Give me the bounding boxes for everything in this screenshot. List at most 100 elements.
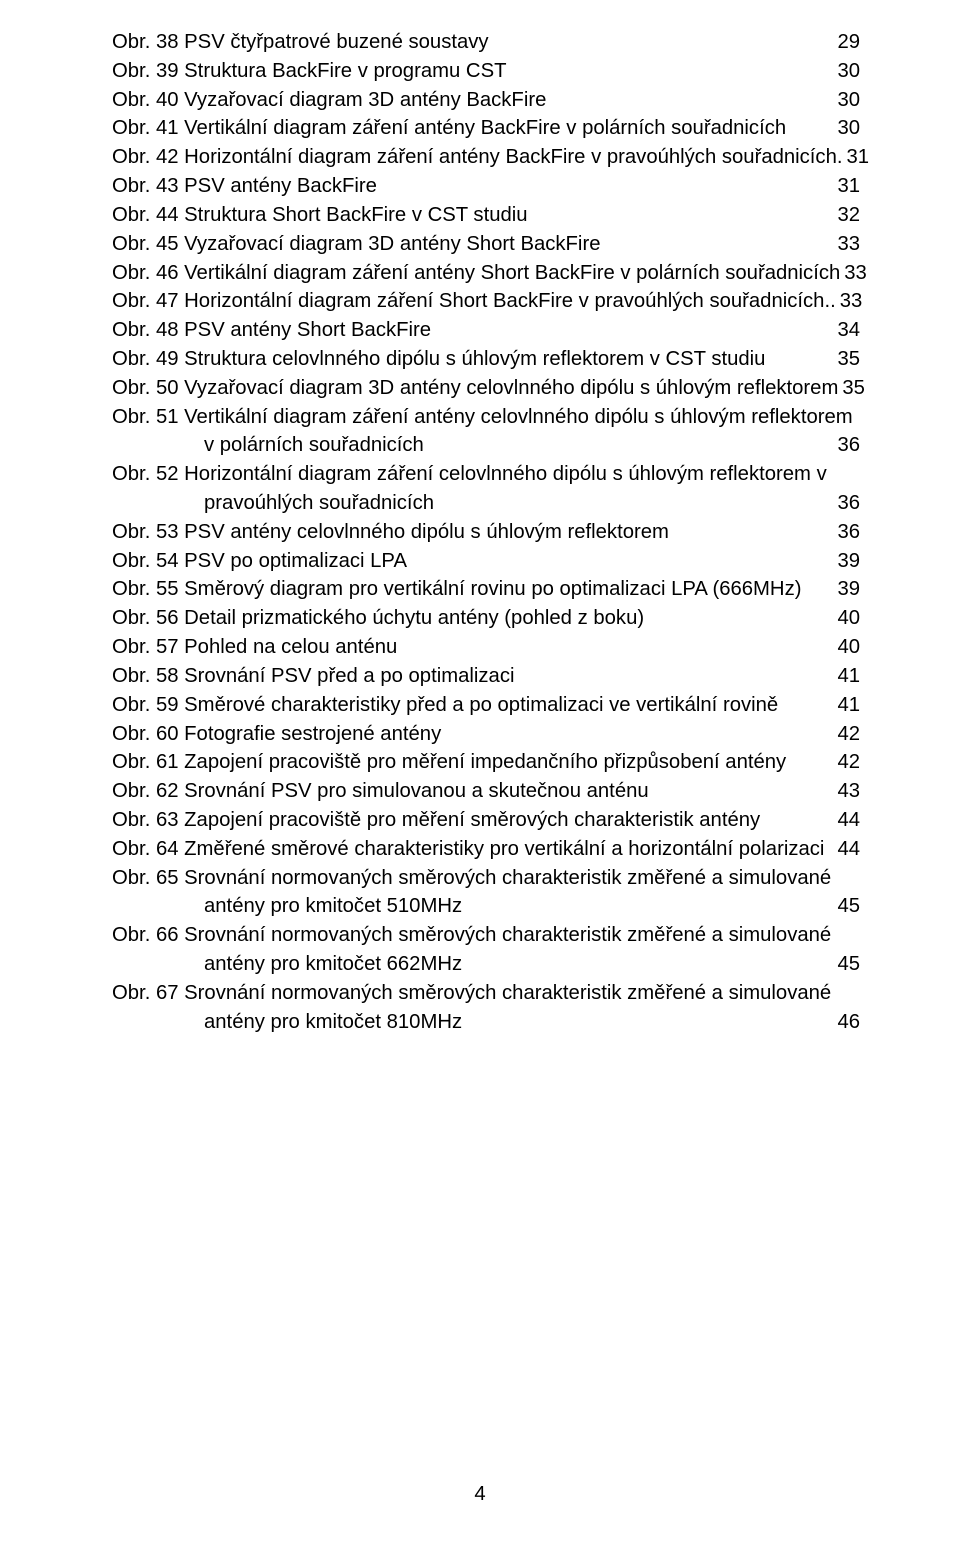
lof-entry-label: Obr. 66 Srovnání normovaných směrových c…: [112, 921, 831, 950]
lof-entry-label: Obr. 50 Vyzařovací diagram 3D antény cel…: [112, 374, 838, 403]
lof-entry: Obr. 45 Vyzařovací diagram 3D antény Sho…: [112, 230, 860, 259]
lof-entry-label: Obr. 46 Vertikální diagram záření antény…: [112, 259, 840, 288]
lof-entry-page: 44: [833, 806, 860, 835]
lof-entry: Obr. 58 Srovnání PSV před a po optimaliz…: [112, 662, 860, 691]
lof-entry: Obr. 51 Vertikální diagram záření antény…: [112, 403, 860, 432]
lof-entry-label: Obr. 60 Fotografie sestrojené antény: [112, 720, 441, 749]
lof-entry-page: 31: [833, 172, 860, 201]
lof-entry: Obr. 54 PSV po optimalizaci LPA 39: [112, 547, 860, 576]
lof-entry: Obr. 60 Fotografie sestrojené antény 42: [112, 720, 860, 749]
lof-entry-cont-label: antény pro kmitočet 662MHz: [204, 950, 462, 979]
lof-entry: Obr. 38 PSV čtyřpatrové buzené soustavy …: [112, 28, 860, 57]
lof-entry-label: Obr. 42 Horizontální diagram záření anté…: [112, 143, 843, 172]
lof-entry-label: Obr. 38 PSV čtyřpatrové buzené soustavy: [112, 28, 489, 57]
lof-entry-page: 33: [836, 287, 863, 316]
lof-entry-label: Obr. 52 Horizontální diagram záření celo…: [112, 460, 827, 489]
lof-entry: Obr. 44 Struktura Short BackFire v CST s…: [112, 201, 860, 230]
lof-entry-page: 30: [833, 86, 860, 115]
lof-entry-page: 39: [833, 575, 860, 604]
lof-entry: Obr. 50 Vyzařovací diagram 3D antény cel…: [112, 374, 860, 403]
lof-entry-label: Obr. 39 Struktura BackFire v programu CS…: [112, 57, 507, 86]
lof-entry-label: Obr. 64 Změřené směrové charakteristiky …: [112, 835, 824, 864]
lof-entry-page: 39: [833, 547, 860, 576]
list-of-figures: Obr. 38 PSV čtyřpatrové buzené soustavy …: [112, 28, 860, 1036]
lof-entry-label: Obr. 62 Srovnání PSV pro simulovanou a s…: [112, 777, 649, 806]
lof-entry: Obr. 64 Změřené směrové charakteristiky …: [112, 835, 860, 864]
lof-entry: Obr. 49 Struktura celovlnného dipólu s ú…: [112, 345, 860, 374]
lof-entry-continuation: antény pro kmitočet 810MHz 46: [112, 1008, 860, 1037]
lof-entry-page: 29: [833, 28, 860, 57]
lof-entry-page: 46: [833, 1008, 860, 1037]
lof-entry-label: Obr. 59 Směrové charakteristiky před a p…: [112, 691, 778, 720]
lof-entry-label: Obr. 56 Detail prizmatického úchytu anté…: [112, 604, 644, 633]
lof-entry-page: 35: [838, 374, 865, 403]
lof-entry-label: Obr. 40 Vyzařovací diagram 3D antény Bac…: [112, 86, 546, 115]
lof-entry-page: 30: [833, 114, 860, 143]
lof-entry-label: Obr. 55 Směrový diagram pro vertikální r…: [112, 575, 801, 604]
lof-entry: Obr. 43 PSV antény BackFire 31: [112, 172, 860, 201]
lof-entry-continuation: antény pro kmitočet 662MHz 45: [112, 950, 860, 979]
lof-entry-page: 33: [833, 230, 860, 259]
lof-entry-label: Obr. 44 Struktura Short BackFire v CST s…: [112, 201, 528, 230]
lof-entry: Obr. 66 Srovnání normovaných směrových c…: [112, 921, 860, 950]
lof-entry-page: 34: [833, 316, 860, 345]
lof-entry-continuation: pravoúhlých souřadnicích 36: [112, 489, 860, 518]
lof-entry-page: 42: [833, 748, 860, 777]
lof-entry: Obr. 39 Struktura BackFire v programu CS…: [112, 57, 860, 86]
lof-entry-page: 42: [833, 720, 860, 749]
lof-entry-page: 41: [833, 662, 860, 691]
lof-entry: Obr. 57 Pohled na celou anténu 40: [112, 633, 860, 662]
lof-entry-cont-label: pravoúhlých souřadnicích: [204, 489, 434, 518]
lof-entry: Obr. 42 Horizontální diagram záření anté…: [112, 143, 860, 172]
lof-entry-cont-label: antény pro kmitočet 510MHz: [204, 892, 462, 921]
lof-entry: Obr. 61 Zapojení pracoviště pro měření i…: [112, 748, 860, 777]
document-page: Obr. 38 PSV čtyřpatrové buzené soustavy …: [0, 0, 960, 1554]
lof-entry: Obr. 40 Vyzařovací diagram 3D antény Bac…: [112, 86, 860, 115]
lof-entry-label: Obr. 47 Horizontální diagram záření Shor…: [112, 287, 824, 316]
lof-entry-continuation: v polárních souřadnicích 36: [112, 431, 860, 460]
lof-entry: Obr. 55 Směrový diagram pro vertikální r…: [112, 575, 860, 604]
lof-entry-page: 33: [840, 259, 867, 288]
lof-entry-label: Obr. 58 Srovnání PSV před a po optimaliz…: [112, 662, 514, 691]
lof-entry-page: 44: [833, 835, 860, 864]
lof-entry-label: Obr. 53 PSV antény celovlnného dipólu s …: [112, 518, 669, 547]
lof-entry: Obr. 63 Zapojení pracoviště pro měření s…: [112, 806, 860, 835]
lof-separator: ..: [824, 287, 835, 316]
lof-entry-cont-label: v polárních souřadnicích: [204, 431, 424, 460]
lof-entry: Obr. 52 Horizontální diagram záření celo…: [112, 460, 860, 489]
lof-entry-label: Obr. 43 PSV antény BackFire: [112, 172, 377, 201]
lof-entry-page: 43: [833, 777, 860, 806]
lof-entry: Obr. 41 Vertikální diagram záření antény…: [112, 114, 860, 143]
lof-entry-page: 35: [833, 345, 860, 374]
lof-entry: Obr. 62 Srovnání PSV pro simulovanou a s…: [112, 777, 860, 806]
lof-entry-page: 40: [833, 633, 860, 662]
lof-entry-page: 31: [843, 143, 870, 172]
lof-entry-page: 36: [833, 518, 860, 547]
lof-entry: Obr. 53 PSV antény celovlnného dipólu s …: [112, 518, 860, 547]
lof-entry: Obr. 47 Horizontální diagram záření Shor…: [112, 287, 860, 316]
lof-entry-label: Obr. 54 PSV po optimalizaci LPA: [112, 547, 407, 576]
lof-entry: Obr. 65 Srovnání normovaných směrových c…: [112, 864, 860, 893]
lof-entry-page: 40: [833, 604, 860, 633]
lof-entry-label: Obr. 63 Zapojení pracoviště pro měření s…: [112, 806, 760, 835]
lof-entry: Obr. 48 PSV antény Short BackFire 34: [112, 316, 860, 345]
lof-entry: Obr. 59 Směrové charakteristiky před a p…: [112, 691, 860, 720]
lof-entry-label: Obr. 57 Pohled na celou anténu: [112, 633, 397, 662]
lof-entry-page: 36: [833, 431, 860, 460]
lof-entry-page: 36: [833, 489, 860, 518]
lof-entry-label: Obr. 48 PSV antény Short BackFire: [112, 316, 431, 345]
lof-entry-label: Obr. 41 Vertikální diagram záření antény…: [112, 114, 786, 143]
lof-entry-label: Obr. 45 Vyzařovací diagram 3D antény Sho…: [112, 230, 600, 259]
lof-entry: Obr. 46 Vertikální diagram záření antény…: [112, 259, 860, 288]
lof-entry-label: Obr. 61 Zapojení pracoviště pro měření i…: [112, 748, 786, 777]
lof-entry-label: Obr. 49 Struktura celovlnného dipólu s ú…: [112, 345, 765, 374]
lof-entry-cont-label: antény pro kmitočet 810MHz: [204, 1008, 462, 1037]
lof-entry: Obr. 67 Srovnání normovaných směrových c…: [112, 979, 860, 1008]
lof-entry-page: 32: [833, 201, 860, 230]
page-number: 4: [0, 1483, 960, 1506]
lof-entry-page: 45: [833, 892, 860, 921]
lof-entry-label: Obr. 67 Srovnání normovaných směrových c…: [112, 979, 831, 1008]
lof-entry-label: Obr. 51 Vertikální diagram záření antény…: [112, 403, 853, 432]
lof-entry-page: 30: [833, 57, 860, 86]
lof-entry: Obr. 56 Detail prizmatického úchytu anté…: [112, 604, 860, 633]
